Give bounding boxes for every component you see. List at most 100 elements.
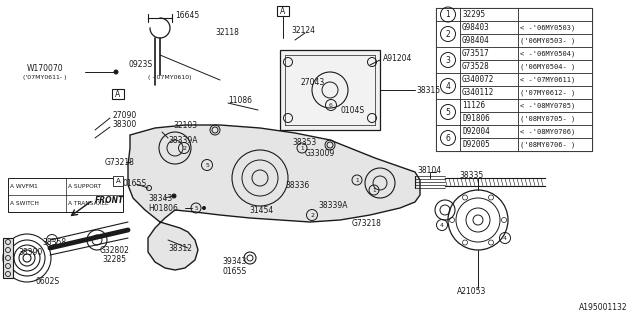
Text: 2: 2 — [310, 212, 314, 218]
Text: 38339A: 38339A — [318, 201, 348, 210]
Text: 32118: 32118 — [215, 28, 239, 36]
Bar — [518, 73, 592, 86]
Circle shape — [114, 70, 118, 74]
Text: 11126: 11126 — [462, 101, 485, 110]
Bar — [277, 6, 289, 16]
Text: G73517: G73517 — [462, 49, 490, 58]
Text: A SWITCH: A SWITCH — [10, 201, 39, 206]
Text: ('06MY0503- ): ('06MY0503- ) — [520, 37, 575, 44]
Text: 32124: 32124 — [291, 26, 315, 35]
Text: ('07MY0612- ): ('07MY0612- ) — [520, 89, 575, 96]
Text: 1: 1 — [445, 10, 451, 19]
Text: 4: 4 — [503, 236, 507, 241]
Text: 38336: 38336 — [285, 180, 309, 189]
Text: 3: 3 — [50, 237, 54, 243]
Text: 6: 6 — [329, 102, 333, 108]
Text: 38335: 38335 — [460, 171, 484, 180]
Bar — [3, 238, 13, 278]
Text: < -'06MY0503): < -'06MY0503) — [520, 24, 575, 31]
Text: 1: 1 — [372, 188, 376, 193]
Text: 31454: 31454 — [250, 205, 274, 214]
Text: 32285: 32285 — [102, 255, 126, 265]
Text: 38104: 38104 — [417, 165, 441, 174]
Text: G98403: G98403 — [462, 23, 490, 32]
Text: H01806: H01806 — [148, 204, 178, 212]
Text: A SUPPORT: A SUPPORT — [67, 184, 100, 189]
Text: 27090: 27090 — [112, 110, 136, 119]
Text: 3: 3 — [445, 55, 451, 65]
Bar — [460, 112, 518, 125]
Text: 38339A: 38339A — [168, 135, 198, 145]
Text: 0104S: 0104S — [340, 106, 364, 115]
Bar — [436, 125, 460, 151]
Text: < -'08MY0706): < -'08MY0706) — [520, 128, 575, 135]
Bar — [8, 178, 123, 212]
Bar — [460, 21, 518, 34]
Bar — [518, 112, 592, 125]
Bar — [112, 89, 124, 99]
Text: 38353: 38353 — [292, 138, 316, 147]
Text: A WVFM1: A WVFM1 — [10, 184, 38, 189]
Text: 38358: 38358 — [42, 237, 66, 246]
Circle shape — [202, 206, 205, 210]
Polygon shape — [128, 125, 420, 270]
Text: 11086: 11086 — [228, 95, 252, 105]
Text: 38315: 38315 — [416, 85, 440, 94]
Text: A91204: A91204 — [383, 53, 412, 62]
Text: 1: 1 — [355, 178, 359, 182]
Text: 0602S: 0602S — [35, 277, 59, 286]
Text: G98404: G98404 — [462, 36, 490, 45]
Text: ('08MY0706- ): ('08MY0706- ) — [520, 141, 575, 148]
Bar — [460, 34, 518, 47]
Bar — [518, 125, 592, 138]
Text: ('08MY0705- ): ('08MY0705- ) — [520, 115, 575, 122]
Text: 5: 5 — [194, 205, 198, 211]
Text: A: A — [115, 90, 120, 99]
Text: 0165S: 0165S — [222, 268, 246, 276]
Text: 0923S: 0923S — [128, 60, 152, 68]
Bar — [518, 138, 592, 151]
Text: G340072: G340072 — [462, 75, 494, 84]
Bar — [460, 138, 518, 151]
Text: G32802: G32802 — [100, 245, 130, 254]
Text: A195001132: A195001132 — [579, 303, 628, 312]
Bar — [518, 99, 592, 112]
Bar — [113, 176, 123, 186]
Text: A: A — [280, 6, 285, 15]
Text: A: A — [116, 178, 120, 184]
Text: 16645: 16645 — [175, 11, 199, 20]
Bar — [436, 73, 460, 99]
Text: G73218: G73218 — [105, 157, 135, 166]
Bar — [460, 8, 518, 21]
Bar — [436, 8, 592, 151]
Text: 2: 2 — [182, 146, 186, 150]
Bar — [436, 8, 460, 21]
Text: G33009: G33009 — [305, 148, 335, 157]
Text: A21053: A21053 — [458, 287, 486, 297]
Text: ('07MY0611- ): ('07MY0611- ) — [23, 75, 67, 79]
Text: 39343: 39343 — [222, 258, 246, 267]
Text: D92004: D92004 — [462, 127, 490, 136]
Bar — [280, 50, 380, 130]
Text: 4: 4 — [445, 82, 451, 91]
Text: A TRANSAXLE: A TRANSAXLE — [67, 201, 108, 206]
Bar — [460, 99, 518, 112]
Text: ( -'07MY0610): ( -'07MY0610) — [148, 75, 191, 79]
Text: W170070: W170070 — [27, 63, 63, 73]
Text: 38343: 38343 — [148, 194, 172, 203]
Text: G73528: G73528 — [462, 62, 490, 71]
Bar — [436, 21, 460, 47]
Bar — [436, 99, 460, 125]
Text: 38390: 38390 — [18, 247, 42, 257]
Text: < -'07MY0611): < -'07MY0611) — [520, 76, 575, 83]
Text: 38300: 38300 — [112, 119, 136, 129]
Text: 1: 1 — [300, 146, 304, 150]
Bar — [518, 60, 592, 73]
Bar — [460, 125, 518, 138]
Text: < -'06MY0504): < -'06MY0504) — [520, 50, 575, 57]
Text: 27043: 27043 — [300, 77, 324, 86]
Bar — [436, 47, 460, 73]
Text: G73218: G73218 — [352, 219, 382, 228]
Text: 4: 4 — [440, 222, 444, 228]
Text: 5: 5 — [445, 108, 451, 116]
